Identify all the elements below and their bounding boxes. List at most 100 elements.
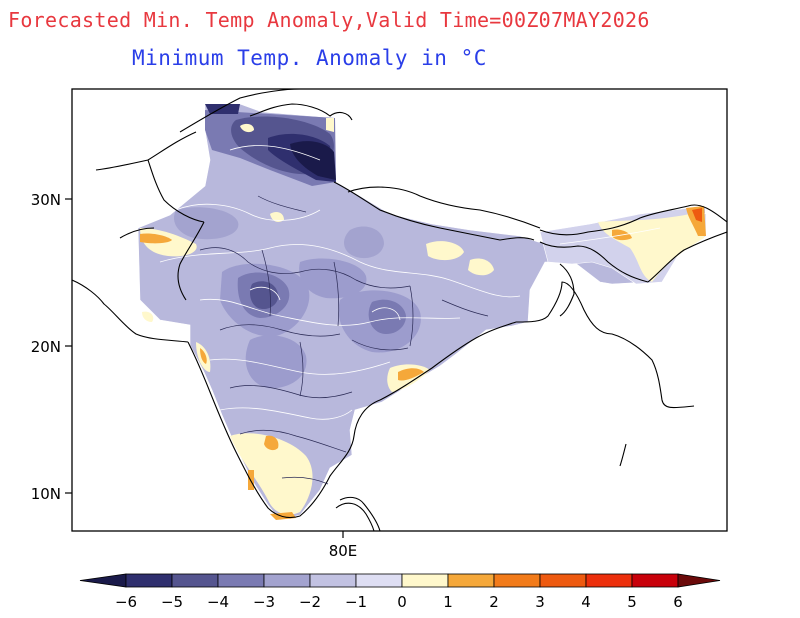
plot-subtitle: Minimum Temp. Anomaly in °C (132, 46, 487, 70)
anomaly-patch (368, 299, 406, 335)
contour-line (559, 227, 661, 245)
colorbar-swatch (447, 573, 495, 588)
border-line (539, 204, 727, 236)
border-line (147, 159, 205, 223)
contour-line (159, 244, 521, 298)
colorbar-swatch (401, 573, 449, 588)
colorbar-swatch (125, 573, 173, 588)
anomaly-patch (245, 335, 307, 389)
lat-tick-label: 20N (31, 338, 61, 356)
state-line (351, 339, 409, 351)
warm-patch (598, 214, 704, 282)
plot-title: Forecasted Min. Temp Anomaly,Valid Time=… (8, 8, 650, 32)
lat-tick-label: 10N (31, 485, 61, 503)
colorbar-label: −4 (207, 593, 229, 611)
colorbar-label: 1 (443, 593, 453, 611)
warm-patch (692, 208, 702, 222)
country-borders (72, 89, 727, 531)
sri-lanka-outline (335, 502, 375, 531)
colorbar-swatch (539, 573, 587, 588)
border-line (347, 186, 541, 229)
warm-patch (140, 233, 172, 244)
warm-patch (426, 241, 464, 261)
colorbar-swatch (309, 573, 357, 588)
colorbar-label: 4 (581, 593, 591, 611)
colorbar-label: 0 (397, 593, 407, 611)
india-anomaly-shading (137, 103, 707, 521)
border-line (187, 321, 517, 519)
border-line (72, 279, 189, 343)
state-line (281, 476, 329, 485)
border-line (333, 181, 535, 241)
warm-patch (264, 435, 279, 451)
anomaly-patch (299, 258, 367, 299)
anomaly-patch (174, 207, 239, 240)
border-line (339, 496, 381, 531)
colorbar-swatch (263, 573, 311, 588)
colorbar: −6 −5 −4 −3 −2 −1 0 1 2 3 4 5 6 (79, 573, 721, 611)
state-line (299, 341, 304, 397)
lat-tick-label: 30N (31, 191, 61, 209)
border-line (559, 263, 575, 317)
border-line (619, 443, 627, 467)
anomaly-patch (344, 226, 384, 259)
contour-line (219, 407, 353, 420)
contour-line (229, 145, 321, 161)
warm-patch (230, 433, 313, 515)
contour-line (249, 286, 281, 301)
warm-patch (326, 118, 334, 132)
colorbar-swatch (171, 573, 219, 588)
contour-line (175, 203, 321, 221)
colorbar-swatch (217, 573, 265, 588)
state-line (229, 385, 353, 398)
colorbar-label: 3 (535, 593, 545, 611)
anomaly-contours (159, 145, 661, 420)
contour-line (371, 307, 401, 321)
map-area (72, 89, 727, 531)
warm-patch (468, 258, 494, 276)
border-line (95, 131, 197, 171)
colorbar-high-arrow (677, 573, 721, 588)
colorbar-label: −6 (115, 593, 137, 611)
state-line (199, 247, 301, 274)
subtitle-unit: °C (460, 46, 487, 70)
colorbar-label: 5 (627, 593, 637, 611)
warm-patch (240, 123, 254, 133)
state-boundaries (199, 195, 489, 485)
anomaly-patch-kashmir (290, 141, 336, 180)
anomaly-patch-kashmir (205, 104, 240, 114)
state-line (219, 324, 341, 337)
state-line (409, 285, 414, 347)
colorbar-low-arrow (79, 573, 127, 588)
state-line (261, 249, 271, 317)
border-line (119, 227, 155, 239)
border-line (177, 221, 205, 301)
contour-line (199, 298, 461, 326)
colorbar-swatch (631, 573, 679, 588)
warm-patch (142, 311, 154, 322)
warm-patch (398, 368, 424, 381)
subtitle-text: Minimum Temp. Anomaly in (132, 46, 461, 70)
border-line (539, 241, 649, 283)
colorbar-swatch (493, 573, 541, 588)
colorbar-label: −3 (253, 593, 275, 611)
warm-patch (200, 348, 207, 364)
border-line (647, 231, 727, 283)
contour-line (209, 358, 391, 375)
map-frame (71, 88, 728, 532)
lon-tick-label: 80E (329, 542, 358, 560)
state-line (333, 261, 340, 327)
colorbar-label: −2 (299, 593, 321, 611)
border-line (515, 281, 695, 409)
state-line (257, 195, 307, 213)
colorbar-label: 6 (673, 593, 683, 611)
state-line (299, 268, 411, 289)
colorbar-swatch (585, 573, 633, 588)
border-line (179, 89, 301, 133)
state-line (239, 430, 347, 453)
anomaly-patch (250, 281, 279, 310)
warm-patch (270, 212, 284, 222)
colorbar-label: 2 (489, 593, 499, 611)
colorbar-label: −1 (345, 593, 367, 611)
